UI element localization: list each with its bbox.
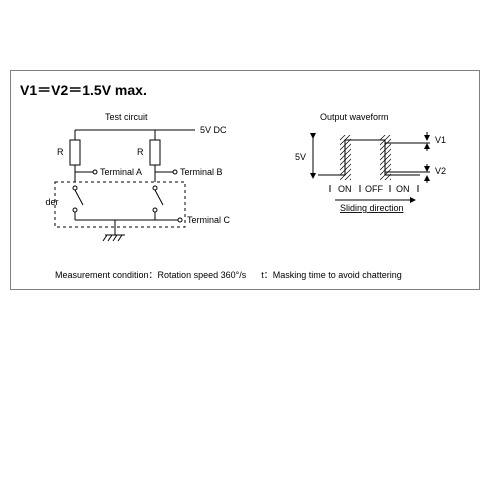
terminal-a-label: Terminal A	[100, 167, 142, 177]
waveform-label: Output waveform	[320, 112, 389, 122]
terminal-c-label: Terminal C	[187, 215, 231, 225]
output-waveform-diagram: Output waveform 5V V1 V2 ON OFF ON Slidi…	[290, 110, 460, 230]
encoder-label: Encoder	[45, 197, 59, 207]
masking-label: t：Masking time to avoid chattering	[261, 270, 402, 280]
on2-label: ON	[396, 184, 410, 194]
off-label: OFF	[365, 184, 383, 194]
resistor-left-label: R	[57, 147, 64, 157]
test-circuit-diagram: Test circuit 5V DC R R Terminal A Termin…	[45, 110, 245, 255]
supply-label: 5V DC	[200, 125, 227, 135]
footer-text: Measurement condition：Rotation speed 360…	[55, 268, 402, 281]
resistor-right-label: R	[137, 147, 144, 157]
condition-label: Measurement condition：Rotation speed 360…	[55, 270, 246, 280]
title-text: V1＝V2＝1.5V max.	[20, 80, 147, 100]
v2-label: V2	[435, 166, 446, 176]
yaxis-label: 5V	[295, 152, 306, 162]
sliding-label: Sliding direction	[340, 203, 404, 213]
terminal-b-label: Terminal B	[180, 167, 223, 177]
test-circuit-label: Test circuit	[105, 112, 148, 122]
on1-label: ON	[338, 184, 352, 194]
v1-label: V1	[435, 135, 446, 145]
